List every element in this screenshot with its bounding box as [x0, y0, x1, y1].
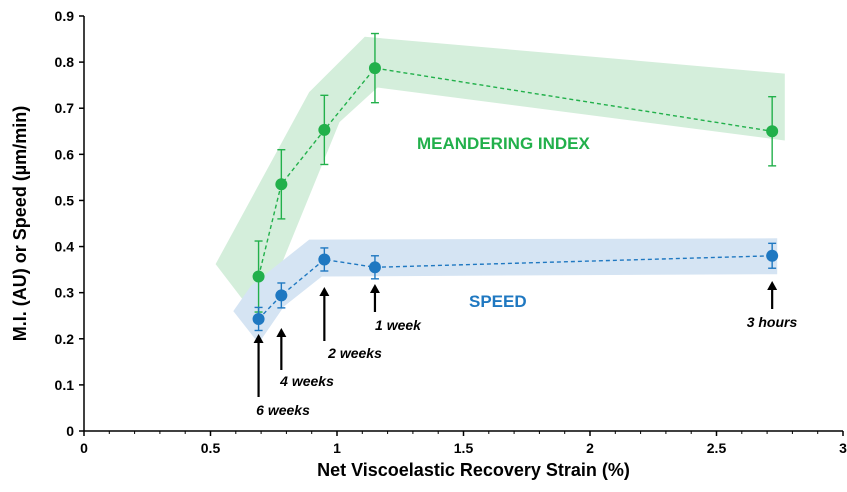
annotation-arrow-head [253, 334, 264, 343]
tick-marks: 0 0.5 1 1.5 2 2.5 3 0 0.1 0.2 0.3 0.4 0.5 0.6 0.7 0.8 0.… [55, 8, 847, 456]
y-tick-label: 0.7 [55, 100, 75, 116]
meandering-index-point [766, 125, 779, 138]
y-tick-label: 0.3 [55, 285, 75, 301]
meandering-index-point [275, 178, 288, 191]
x-axis-title: Net Viscoelastic Recovery Strain (%) [317, 460, 630, 480]
x-tick-label: 3 [839, 440, 847, 456]
annotation-label: 1 week [375, 317, 422, 333]
y-tick-label: 0.5 [55, 192, 75, 208]
y-tick-label: 0.8 [55, 54, 75, 70]
annotation-layer: 6 weeks 4 weeks 2 weeks 1 week 3 hours [253, 281, 798, 418]
series-layer [252, 32, 779, 332]
x-tick-label: 1.5 [454, 440, 474, 456]
annotation-arrow-head [767, 281, 778, 290]
annotation-label: 4 weeks [279, 373, 334, 389]
annotation-arrow-head [276, 328, 287, 337]
speed-point [368, 261, 381, 274]
speed-line [258, 255, 773, 320]
annotation-arrow-head [369, 284, 380, 293]
x-tick-label: 0 [80, 440, 88, 456]
speed-point [275, 289, 288, 302]
y-tick-label: 0.4 [55, 239, 75, 255]
meandering-index-band [215, 36, 785, 321]
meandering-index-point [368, 62, 381, 75]
y-tick-label: 0.2 [55, 331, 75, 347]
speed-point [318, 253, 331, 266]
speed-point [252, 312, 265, 325]
series-label-speed: SPEED [469, 292, 527, 311]
annotation-label: 6 weeks [256, 402, 310, 418]
x-tick-label: 0.5 [201, 440, 221, 456]
speed-point [766, 249, 779, 262]
y-tick-label: 0 [66, 423, 74, 439]
series-label-meandering-index: MEANDERING INDEX [417, 134, 591, 153]
y-tick-label: 0.1 [55, 377, 75, 393]
meandering-index-point [252, 270, 265, 283]
y-tick-label: 0.6 [55, 146, 75, 162]
x-tick-label: 2.5 [707, 440, 727, 456]
trend-bands [215, 36, 785, 344]
meandering-index-point [318, 123, 331, 136]
y-axis-title: M.I. (AU) or Speed (µm/min) [10, 106, 30, 341]
x-tick-label: 1 [333, 440, 341, 456]
y-tick-label: 0.9 [55, 8, 75, 24]
annotation-label: 3 hours [747, 314, 798, 330]
speed-band [233, 238, 778, 344]
annotation-arrow-head [319, 287, 330, 296]
x-tick-label: 2 [586, 440, 594, 456]
annotation-label: 2 weeks [327, 345, 382, 361]
